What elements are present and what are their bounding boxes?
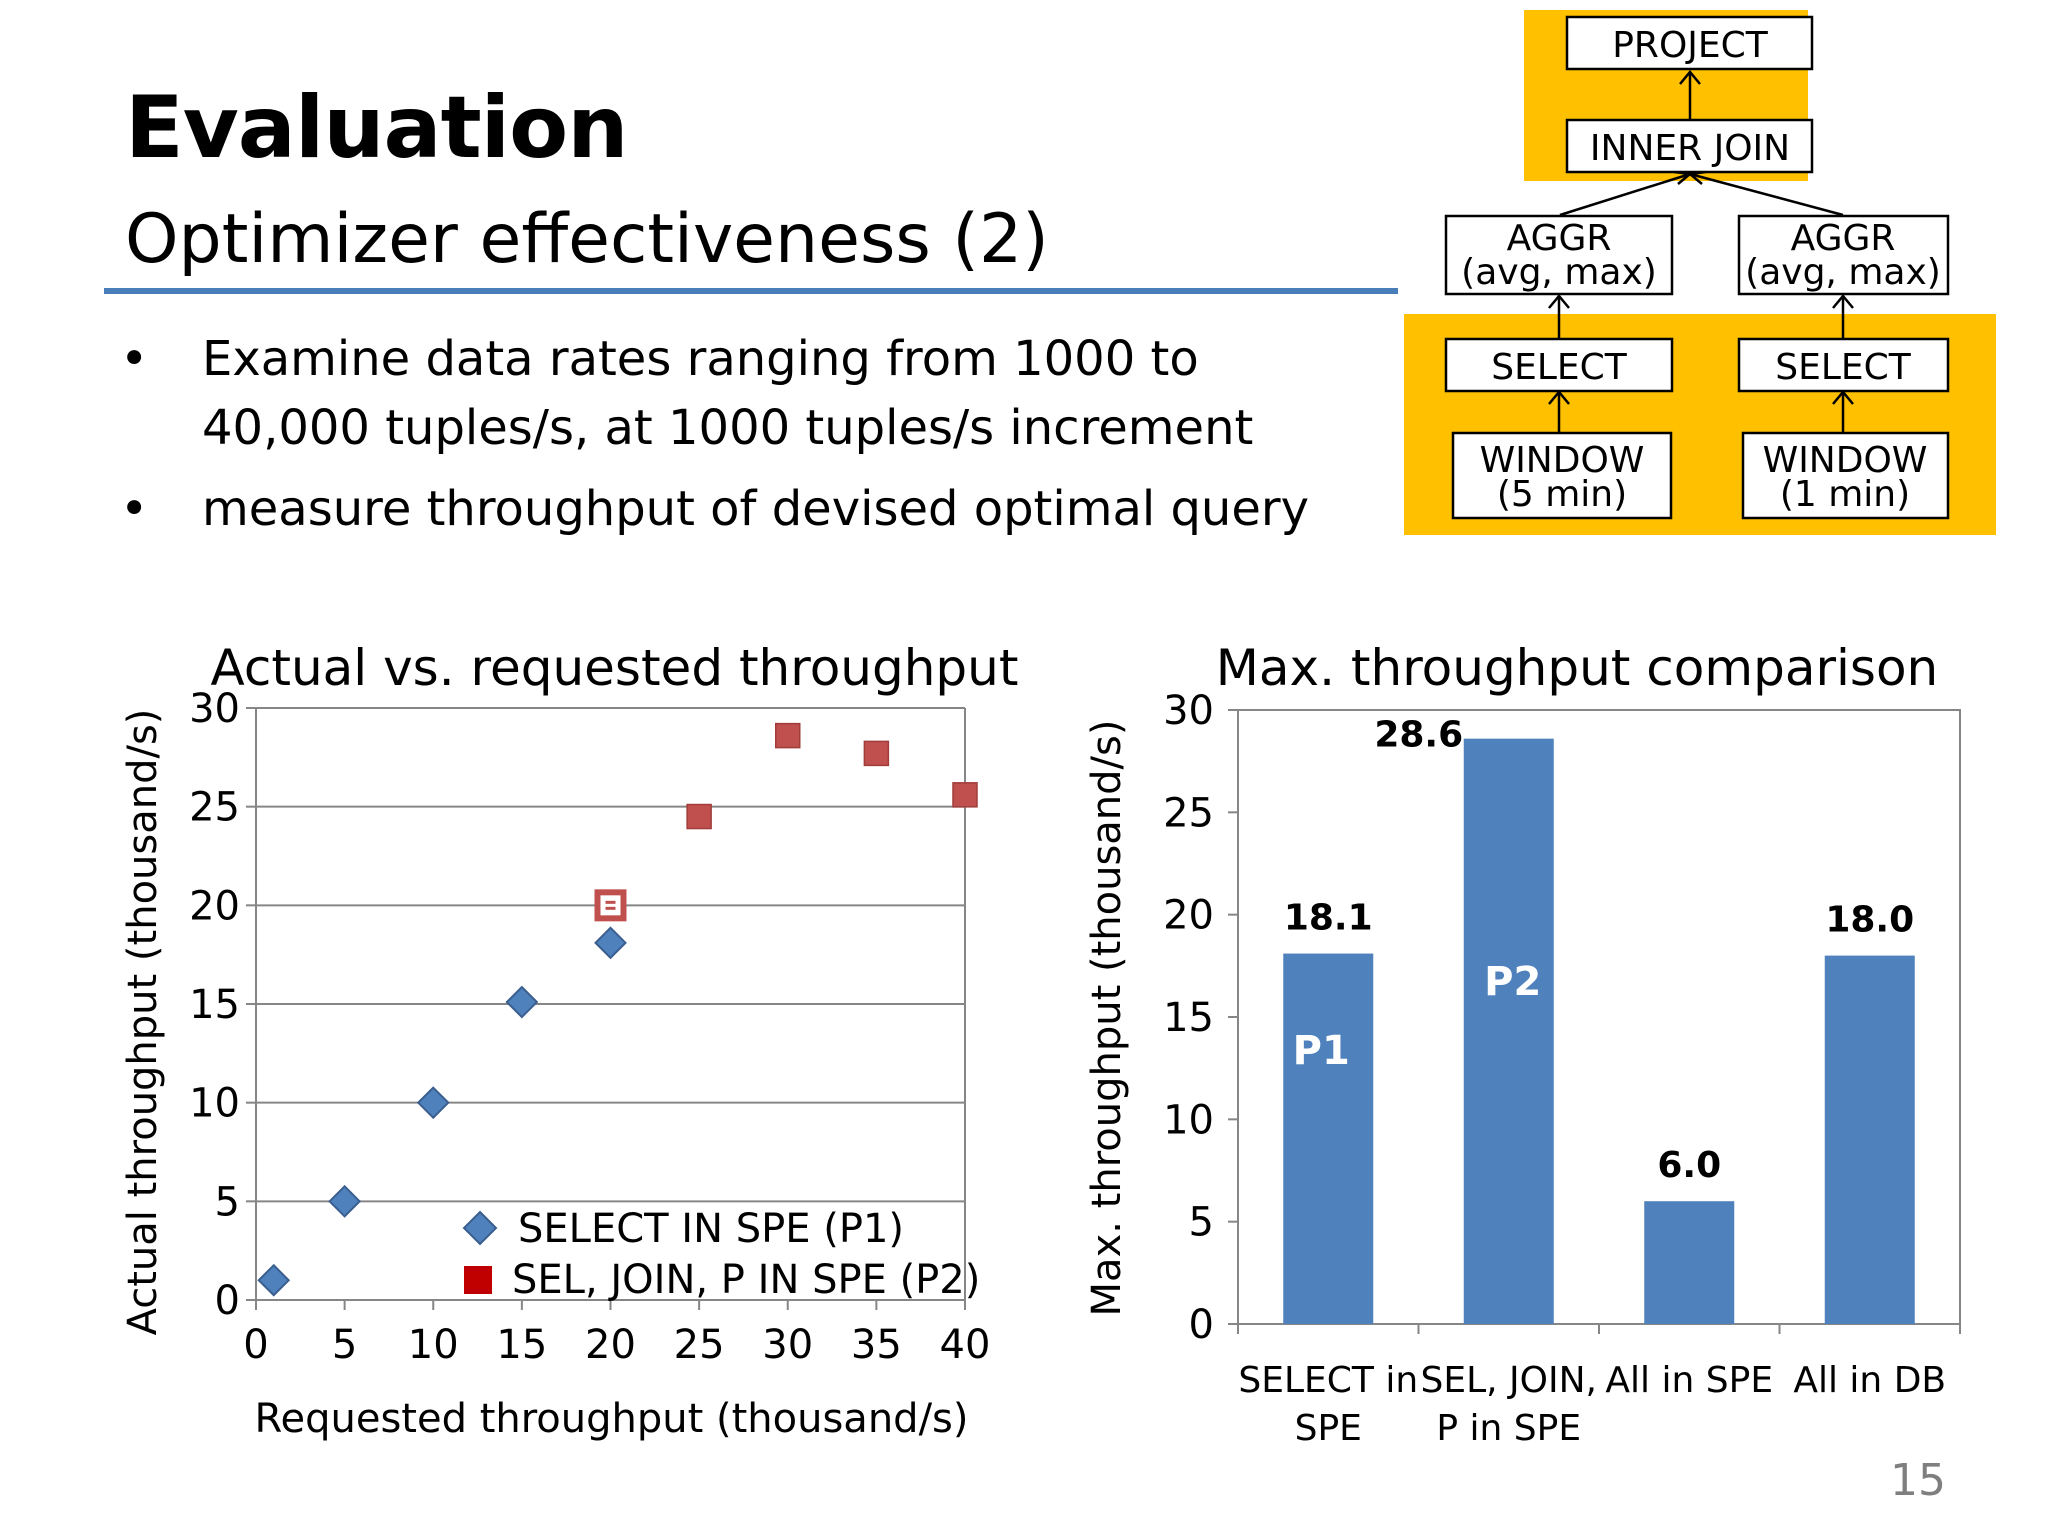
bar [1824,955,1915,1324]
title-underline [104,288,1398,294]
slide-title: Evaluation [125,78,628,178]
bar-ytick-label: 25 [1163,790,1214,836]
scatter-chart: 0 5 10 15 20 25 30 0 5 10 15 20 25 30 35 40 Actual vs. r… [120,639,1018,1442]
bar-inner-label: P1 [1293,1028,1350,1074]
bar-category-label: P in SPE [1436,1408,1581,1449]
scatter-ytick-label: 20 [189,883,240,929]
scatter-xtick-label: 0 [243,1322,268,1368]
bar [1463,738,1554,1324]
bar-ylabel: Max. throughput (thousand/s) [1084,720,1130,1317]
scatter-xtick-label: 30 [762,1322,813,1368]
bar-value-label: 6.0 [1657,1145,1721,1186]
bar-value-label: 18.1 [1284,898,1373,939]
scatter-xtick-label: 10 [408,1322,459,1368]
p1-point [416,1086,450,1120]
page-number: 15 [1890,1455,1946,1506]
legend-p2-label: SEL, JOIN, P IN SPE (P2) [512,1257,980,1303]
legend-p1-marker [462,1210,498,1246]
bar-value-label: 28.6 [1374,715,1463,756]
p2-point [775,722,801,749]
legend-p2-marker [464,1266,492,1294]
bullet-text: measure throughput of devised optimal qu… [202,481,1310,537]
bar-value-label: 18.0 [1825,900,1914,941]
bar-ytick-label: 10 [1163,1097,1214,1143]
bar [1644,1201,1735,1324]
scatter-ytick-label: 0 [215,1278,240,1324]
scatter-xtick-label: 5 [332,1322,357,1368]
bar-chart: 0 5 10 15 20 25 30 18.1 P1 SELECT in SPE 28.6 P2 SEL,… [1084,639,1961,1449]
p1-point [505,985,539,1019]
scatter-ytick-label: 30 [189,686,240,732]
bar-category-label: SELECT in [1238,1360,1418,1401]
bullet-item: • Examine data rates ranging from 1000 t… [120,325,1370,463]
bar-ytick-label: 20 [1163,893,1214,939]
p2-point [686,803,712,830]
p1-point [594,926,627,960]
bullet-text: Examine data rates ranging from 1000 to … [202,331,1254,456]
scatter-title: Actual vs. requested throughput [211,639,1019,697]
bar-ytick-label: 30 [1163,688,1214,734]
bar [1283,953,1374,1324]
bar-ytick-label: 5 [1189,1200,1214,1246]
scatter-xtick-label: 40 [940,1322,991,1368]
bar-category-label: All in DB [1793,1360,1946,1401]
bar-ytick-label: 15 [1163,995,1214,1041]
bar-category-label: SPE [1295,1408,1362,1449]
scatter-ytick-label: 5 [215,1179,240,1225]
p1-point [257,1263,291,1297]
bullet-item: • measure throughput of devised optimal … [120,475,1370,544]
bar-category-label: SEL, JOIN, [1421,1360,1597,1401]
bullet-list: • Examine data rates ranging from 1000 t… [120,325,1370,556]
bar-ytick-label: 0 [1189,1302,1214,1348]
scatter-ytick-label: 15 [189,982,240,1028]
scatter-xtick-label: 35 [851,1322,902,1368]
p2-point [952,782,978,808]
scatter-xtick-label: 15 [496,1322,547,1368]
bar-category-label: All in SPE [1605,1360,1773,1401]
bar-inner-label: P2 [1484,959,1541,1005]
scatter-xtick-label: 25 [674,1322,725,1368]
legend-p1-label: SELECT IN SPE (P1) [518,1206,904,1252]
scatter-ytick-label: 10 [189,1081,240,1127]
scatter-xtick-label: 20 [585,1322,636,1368]
slide-subtitle: Optimizer effectiveness (2) [125,200,1049,279]
bullet-dot: • [120,331,149,387]
p2-point [863,740,890,767]
p2-point [594,889,627,922]
p1-point [328,1184,362,1218]
scatter-ylabel: Actual throughput (thousand/s) [120,709,166,1336]
scatter-xlabel: Requested throughput (thousand/s) [255,1396,969,1442]
scatter-ytick-label: 25 [189,785,240,831]
bar-title: Max. throughput comparison [1216,639,1939,697]
bullet-dot: • [120,481,149,537]
